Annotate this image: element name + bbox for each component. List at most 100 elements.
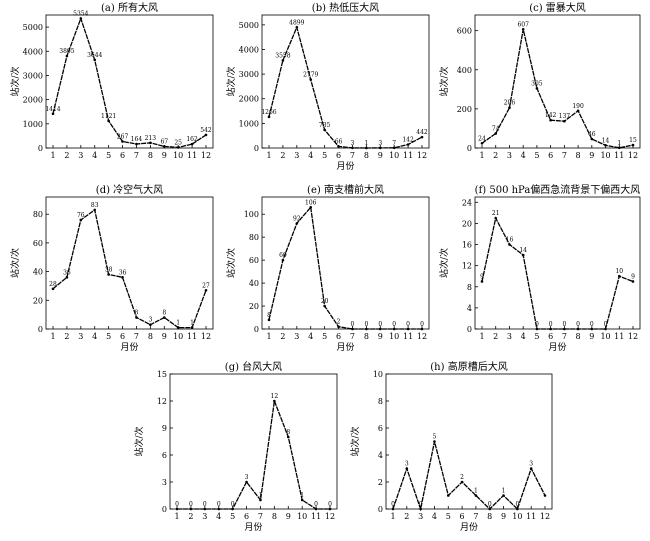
plot-frame bbox=[169, 373, 338, 510]
y-tick-label: 1000 bbox=[23, 120, 43, 129]
data-label: 1 bbox=[190, 320, 194, 327]
data-point bbox=[65, 54, 69, 58]
x-tick-label: 3 bbox=[418, 512, 423, 521]
y-tick-label: 8 bbox=[467, 283, 472, 292]
data-label: 0 bbox=[328, 501, 332, 508]
panel-title: (c) 雷暴大风 bbox=[529, 1, 586, 14]
data-point bbox=[604, 327, 607, 331]
x-tick-label: 1 bbox=[266, 151, 271, 160]
y-tick-label: 40 bbox=[33, 268, 43, 277]
x-tick-label: 8 bbox=[148, 151, 153, 160]
data-label: 106 bbox=[305, 199, 317, 206]
data-label: 3558 bbox=[275, 52, 290, 59]
data-point bbox=[93, 208, 97, 212]
data-label: 67 bbox=[160, 138, 168, 145]
x-tick-label: 4 bbox=[92, 151, 97, 160]
x-axis-label: 月份 bbox=[244, 521, 262, 533]
data-label: 0 bbox=[175, 501, 179, 508]
data-label: 162 bbox=[186, 136, 198, 143]
plot-frame bbox=[45, 196, 214, 330]
data-label: 0 bbox=[351, 321, 355, 328]
data-label: 46 bbox=[588, 131, 596, 138]
y-tick-label: 24 bbox=[462, 198, 472, 207]
y-tick-label: 3000 bbox=[23, 71, 43, 80]
data-label: 3 bbox=[245, 474, 249, 481]
y-tick-label: 12 bbox=[157, 397, 167, 406]
y-tick-label: 1000 bbox=[239, 119, 259, 128]
y-tick-label: 20 bbox=[249, 302, 259, 311]
data-point bbox=[149, 141, 152, 145]
y-tick-label: 0 bbox=[254, 144, 259, 153]
x-tick-label: 3 bbox=[78, 151, 83, 160]
data-point bbox=[502, 494, 505, 497]
x-tick-label: 11 bbox=[614, 151, 624, 160]
series-line bbox=[481, 216, 634, 330]
data-label: 190 bbox=[572, 103, 584, 110]
data-label: 2 bbox=[460, 474, 464, 481]
data-point bbox=[51, 287, 55, 291]
series-line bbox=[392, 441, 546, 512]
x-tick-label: 10 bbox=[512, 512, 522, 521]
data-label: 2 bbox=[337, 319, 341, 326]
data-label: 1266 bbox=[261, 109, 276, 116]
y-tick-label: 200 bbox=[457, 105, 472, 114]
panel-title: (d) 冷空气大风 bbox=[96, 183, 163, 196]
data-label: 24 bbox=[478, 135, 486, 142]
data-point bbox=[508, 243, 511, 246]
x-tick-label: 7 bbox=[134, 151, 139, 160]
data-label: 1 bbox=[259, 492, 263, 499]
x-tick-label: 9 bbox=[286, 512, 291, 521]
data-label: 20 bbox=[321, 298, 329, 305]
data-point bbox=[245, 480, 248, 484]
y-tick-label: 16 bbox=[462, 241, 472, 250]
data-label: 16 bbox=[506, 237, 514, 244]
x-tick-label: 11 bbox=[187, 151, 197, 160]
x-tick-label: 7 bbox=[473, 512, 478, 521]
x-tick-label: 8 bbox=[148, 332, 153, 341]
x-tick-label: 1 bbox=[479, 332, 484, 341]
y-tick-label: 8 bbox=[378, 397, 383, 406]
x-tick-label: 11 bbox=[187, 332, 197, 341]
y-tick-label: 4 bbox=[467, 304, 472, 313]
data-point bbox=[631, 143, 635, 147]
data-label: 3 bbox=[351, 140, 355, 147]
data-label: 213 bbox=[145, 135, 157, 142]
x-tick-label: 8 bbox=[487, 512, 492, 521]
y-tick-label: 0 bbox=[254, 325, 259, 334]
data-point bbox=[337, 325, 340, 329]
data-point bbox=[51, 112, 55, 116]
x-tick-label: 8 bbox=[576, 151, 581, 160]
data-label: 142 bbox=[402, 137, 414, 144]
x-tick-label: 7 bbox=[350, 332, 355, 341]
x-tick-label: 1 bbox=[174, 512, 179, 521]
series-line bbox=[52, 16, 207, 149]
data-label: 0 bbox=[515, 501, 519, 508]
y-tick-label: 0 bbox=[38, 144, 43, 153]
y-tick-label: 4000 bbox=[239, 45, 259, 54]
data-point bbox=[351, 327, 354, 331]
x-tick-label: 5 bbox=[106, 151, 111, 160]
x-tick-label: 11 bbox=[311, 512, 321, 521]
data-point bbox=[617, 146, 621, 150]
y-tick-label: 0 bbox=[467, 144, 472, 153]
data-point bbox=[521, 27, 525, 31]
data-point bbox=[391, 507, 395, 511]
data-label: 0 bbox=[549, 321, 553, 328]
data-point bbox=[488, 507, 492, 511]
x-tick-label: 4 bbox=[216, 512, 221, 521]
data-label: 5354 bbox=[73, 11, 88, 18]
x-tick-label: 8 bbox=[364, 332, 369, 341]
y-tick-label: 600 bbox=[457, 27, 472, 36]
data-point bbox=[162, 316, 166, 319]
y-tick-label: 0 bbox=[378, 505, 383, 514]
x-tick-label: 6 bbox=[336, 151, 341, 160]
x-tick-label: 3 bbox=[294, 151, 299, 160]
y-tick-label: 80 bbox=[249, 233, 259, 242]
y-tick-label: 15 bbox=[157, 370, 167, 379]
y-tick-label: 4000 bbox=[23, 47, 43, 56]
x-tick-label: 5 bbox=[446, 512, 451, 521]
